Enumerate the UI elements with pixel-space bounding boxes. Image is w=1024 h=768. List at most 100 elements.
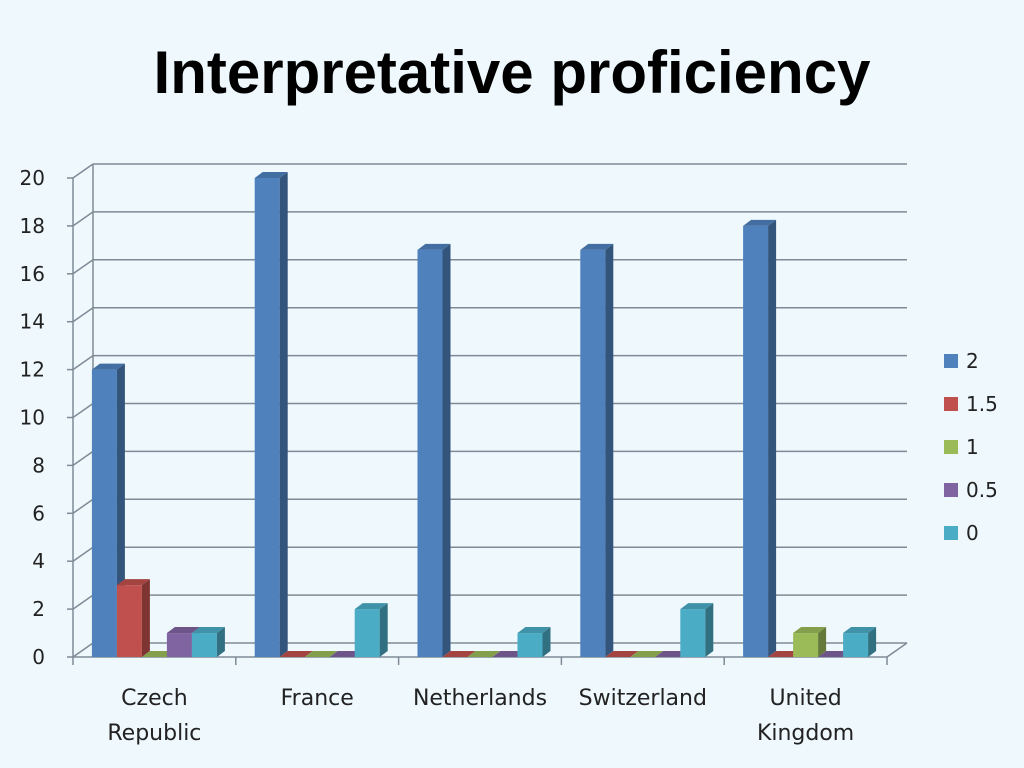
bar-front bbox=[191, 633, 217, 657]
gridline-depth bbox=[72, 402, 94, 419]
floor-edge bbox=[886, 642, 908, 658]
bar-top bbox=[329, 651, 363, 657]
bar-top bbox=[680, 603, 714, 610]
bar-side bbox=[442, 243, 451, 657]
bar-top bbox=[166, 627, 200, 634]
y-tick-label: 18 bbox=[20, 214, 45, 238]
axes bbox=[67, 164, 908, 665]
y-tick-label: 4 bbox=[32, 549, 45, 573]
bar bbox=[492, 651, 526, 657]
bar-side bbox=[705, 603, 714, 657]
bar-front bbox=[580, 249, 606, 657]
y-tick-label: 20 bbox=[20, 166, 45, 190]
bar bbox=[329, 651, 363, 657]
bar-top bbox=[743, 219, 777, 226]
bar-side bbox=[868, 627, 877, 657]
gridline-depth bbox=[72, 498, 94, 514]
bar bbox=[680, 603, 714, 657]
gridline-depth bbox=[72, 259, 94, 275]
bar-top bbox=[630, 651, 664, 657]
y-tick-label: 16 bbox=[20, 262, 45, 286]
bar-side bbox=[141, 579, 150, 657]
bar-side bbox=[818, 627, 827, 657]
bar-top bbox=[580, 243, 614, 250]
bar-side bbox=[768, 219, 777, 657]
legend-swatch bbox=[944, 526, 958, 540]
bar bbox=[467, 651, 501, 657]
y-tick-label: 12 bbox=[20, 358, 45, 382]
bar bbox=[254, 172, 288, 657]
legend-label: 0 bbox=[966, 521, 979, 545]
bar bbox=[843, 627, 877, 657]
bar-side bbox=[605, 243, 614, 657]
bar bbox=[191, 627, 225, 657]
bar bbox=[354, 603, 388, 657]
y-tick-label: 2 bbox=[32, 597, 45, 621]
bar-front bbox=[354, 609, 380, 657]
bar-side bbox=[379, 603, 388, 657]
bar-top bbox=[492, 651, 526, 657]
x-category-label: Czech bbox=[121, 686, 187, 711]
y-tick-label: 8 bbox=[32, 453, 45, 477]
x-category-label: Republic bbox=[107, 721, 201, 746]
x-category-label: Netherlands bbox=[413, 686, 547, 711]
bar bbox=[116, 579, 150, 657]
legend-swatch bbox=[944, 483, 958, 497]
bar-top bbox=[793, 627, 827, 634]
bar-side bbox=[216, 627, 225, 657]
bar-front bbox=[680, 609, 706, 657]
bar-side bbox=[279, 172, 288, 657]
bar-top bbox=[517, 627, 551, 634]
bar-top bbox=[655, 651, 689, 657]
bar bbox=[793, 627, 827, 657]
gridline-depth bbox=[72, 307, 94, 323]
legend-label: 2 bbox=[966, 349, 979, 373]
bar-top bbox=[304, 651, 338, 657]
y-tick-label: 0 bbox=[32, 645, 45, 669]
y-tick-label: 14 bbox=[20, 310, 45, 334]
bar bbox=[141, 651, 175, 657]
bar-front bbox=[91, 369, 117, 657]
gridline-depth bbox=[72, 594, 94, 610]
legend-swatch bbox=[944, 354, 958, 368]
x-category-label: Kingdom bbox=[757, 721, 854, 746]
y-tick-label: 10 bbox=[20, 406, 45, 430]
bar bbox=[605, 651, 639, 657]
gridline-depth bbox=[72, 211, 94, 227]
bar-top bbox=[768, 651, 802, 657]
bar-top bbox=[91, 363, 125, 370]
gridline-depth bbox=[72, 546, 94, 562]
bar-front bbox=[116, 585, 142, 657]
bar bbox=[517, 627, 551, 657]
chart-title: Interpretative proficiency bbox=[153, 39, 871, 106]
bar bbox=[442, 651, 476, 657]
bar bbox=[768, 651, 802, 657]
labels: 0 2 4 6 8 10 12 14 16 18 20 Czech Republic France Neth… bbox=[20, 166, 855, 746]
bar-top bbox=[442, 651, 476, 657]
bar-top bbox=[191, 627, 225, 634]
bar-front bbox=[793, 633, 819, 657]
bar bbox=[818, 651, 852, 657]
bars bbox=[91, 172, 877, 657]
bar-top bbox=[843, 627, 877, 634]
legend-label: 0.5 bbox=[966, 478, 998, 502]
bar-top bbox=[279, 651, 313, 657]
bar-top bbox=[467, 651, 501, 657]
bar-front bbox=[417, 249, 443, 657]
legend-swatch bbox=[944, 397, 958, 411]
y-tick-label: 6 bbox=[32, 501, 45, 525]
bar-side bbox=[542, 627, 551, 657]
bar-top bbox=[605, 651, 639, 657]
bar bbox=[304, 651, 338, 657]
x-category-label: France bbox=[281, 686, 354, 711]
legend-swatch bbox=[944, 440, 958, 454]
bar-front bbox=[843, 633, 869, 657]
gridlines bbox=[72, 163, 907, 658]
bar bbox=[417, 243, 451, 657]
gridline-depth bbox=[72, 450, 94, 467]
bar bbox=[279, 651, 313, 657]
legend-label: 1 bbox=[966, 435, 979, 459]
gridline-depth bbox=[72, 642, 94, 658]
bar-front bbox=[166, 633, 192, 657]
